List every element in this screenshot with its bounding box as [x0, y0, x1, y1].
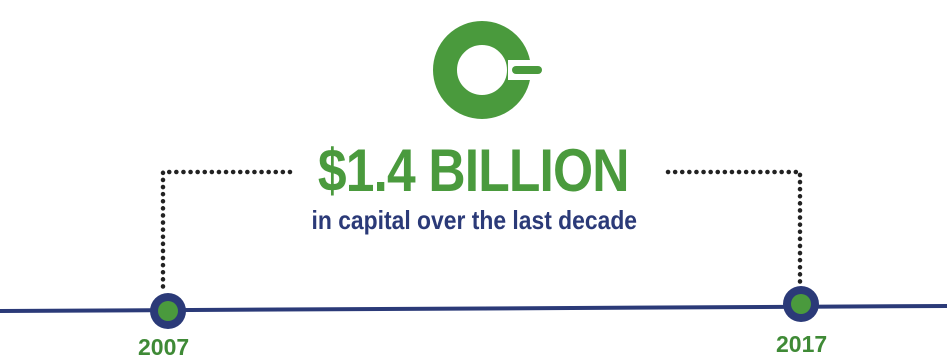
dotted-bracket [160, 169, 803, 295]
green-ring-logo-icon [433, 21, 544, 119]
right-dotted-connector [665, 169, 803, 287]
headline-amount: $1.4 BILLION [317, 137, 630, 204]
timeline-marker-end [783, 286, 819, 322]
timeline-end-year: 2017 [776, 331, 828, 357]
timeline-marker-start [150, 293, 186, 329]
left-dotted-connector [160, 169, 293, 295]
headline-subtitle: in capital over the last decade [311, 205, 638, 235]
timeline-start-year: 2007 [138, 334, 190, 360]
